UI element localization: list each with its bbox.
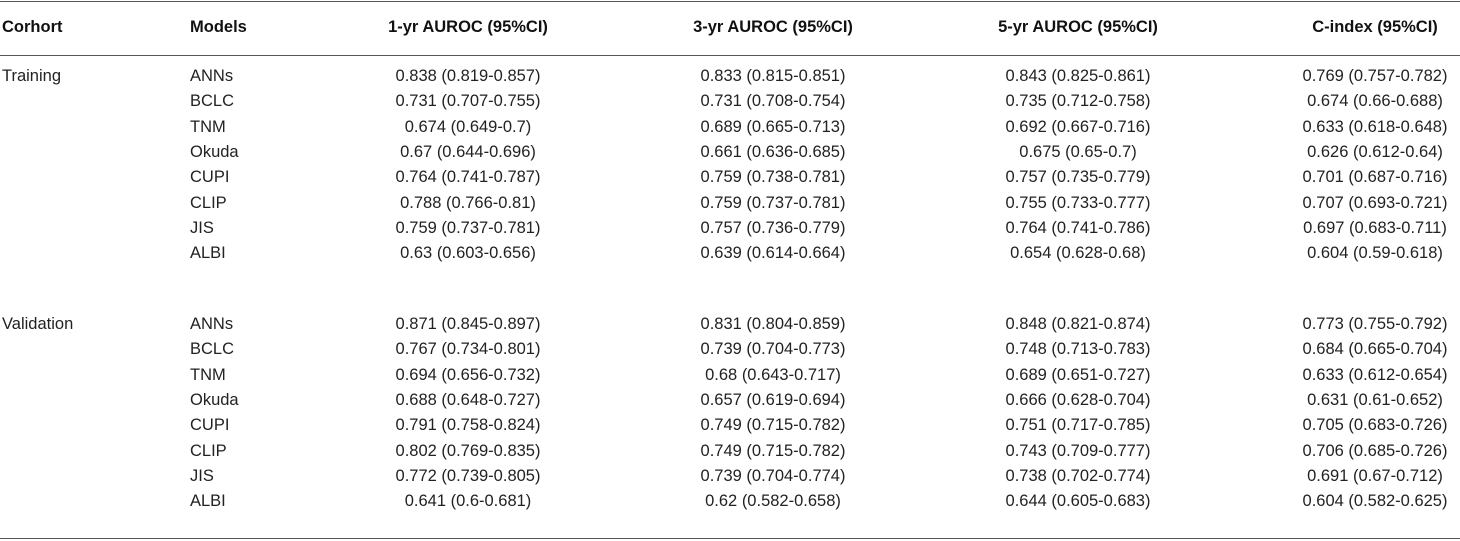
model-name: ANNs: [190, 315, 234, 333]
header-cell: 3-yr AUROC (95%CI): [693, 18, 853, 36]
metric-cell: 0.769 (0.757-0.782): [1302, 67, 1448, 85]
metric-cell: 0.674 (0.66-0.688): [1307, 92, 1443, 111]
metric-cell: 0.661 (0.636-0.685): [700, 142, 846, 161]
metric-cell: 0.748 (0.713-0.783): [1005, 340, 1151, 359]
metric-cell: 0.705 (0.683-0.726): [1302, 416, 1448, 435]
metric-cell: 0.701 (0.687-0.716): [1302, 168, 1448, 187]
model-name: ALBI: [190, 492, 226, 511]
metric-cell: 0.675 (0.65-0.7): [1019, 142, 1137, 161]
metric-cell: 0.833 (0.815-0.851): [700, 67, 846, 85]
metric-cell: 0.707 (0.693-0.721): [1302, 193, 1448, 212]
metric-cell: 0.666 (0.628-0.704): [1005, 390, 1151, 409]
metric-cell: 0.684 (0.665-0.704): [1302, 340, 1448, 359]
metric-cell: 0.735 (0.712-0.758): [1005, 92, 1151, 111]
metric-cell: 0.848 (0.821-0.874): [1005, 315, 1151, 333]
metric-cell: 0.738 (0.702-0.774): [1005, 466, 1151, 485]
header-rule: [0, 55, 1460, 56]
header-cell: Corhort: [2, 18, 63, 36]
model-name: CUPI: [190, 168, 230, 187]
model-name: TNM: [190, 365, 226, 384]
metric-cell: 0.692 (0.667-0.716): [1005, 117, 1151, 136]
model-name: Okuda: [190, 390, 239, 409]
metric-cell: 0.631 (0.61-0.652): [1307, 390, 1443, 409]
metric-cell: 0.755 (0.733-0.777): [1005, 193, 1151, 212]
metric-cell: 0.691 (0.67-0.712): [1307, 466, 1443, 485]
metric-cell: 0.838 (0.819-0.857): [395, 67, 541, 85]
model-name: BCLC: [190, 92, 235, 111]
model-name: ALBI: [190, 244, 226, 263]
metric-cell: 0.626 (0.612-0.64): [1307, 142, 1443, 161]
header-cell: 5-yr AUROC (95%CI): [998, 18, 1158, 36]
metric-cell: 0.654 (0.628-0.68): [1010, 244, 1146, 263]
metric-cell: 0.871 (0.845-0.897): [395, 315, 541, 333]
metric-cell: 0.749 (0.715-0.782): [700, 441, 846, 460]
metric-cell: 0.764 (0.741-0.786): [1005, 218, 1151, 237]
metric-cell: 0.697 (0.683-0.711): [1303, 218, 1447, 237]
metric-cell: 0.773 (0.755-0.792): [1302, 315, 1448, 333]
metric-cell: 0.791 (0.758-0.824): [395, 416, 541, 435]
header-cell: 1-yr AUROC (95%CI): [388, 18, 548, 36]
metric-cell: 0.749 (0.715-0.782): [700, 416, 846, 435]
metric-cell: 0.63 (0.603-0.656): [400, 244, 536, 263]
metric-cell: 0.67 (0.644-0.696): [400, 142, 536, 161]
metric-cell: 0.689 (0.665-0.713): [700, 117, 846, 136]
metric-cell: 0.759 (0.737-0.781): [395, 218, 541, 237]
metric-cell: 0.739 (0.704-0.773): [700, 340, 846, 359]
metric-cell: 0.743 (0.709-0.777): [1005, 441, 1151, 460]
top-rule: [0, 1, 1460, 2]
metric-cell: 0.759 (0.737-0.781): [700, 193, 846, 212]
metric-cell: 0.706 (0.685-0.726): [1302, 441, 1448, 460]
metric-cell: 0.739 (0.704-0.774): [700, 466, 846, 485]
metric-cell: 0.674 (0.649-0.7): [404, 117, 532, 136]
model-name: JIS: [190, 466, 214, 485]
metric-cell: 0.767 (0.734-0.801): [395, 340, 541, 359]
header-cell: Models: [190, 18, 247, 36]
metric-cell: 0.759 (0.738-0.781): [700, 168, 846, 187]
metric-cell: 0.772 (0.739-0.805): [395, 466, 541, 485]
metric-cell: 0.731 (0.707-0.755): [395, 92, 541, 111]
metric-cell: 0.604 (0.582-0.625): [1302, 492, 1448, 511]
cohort-label: Training: [2, 67, 61, 85]
model-name: CUPI: [190, 416, 230, 435]
metric-cell: 0.843 (0.825-0.861): [1005, 67, 1151, 85]
header-cell: C-index (95%CI): [1312, 18, 1438, 36]
metric-cell: 0.633 (0.618-0.648): [1302, 117, 1448, 136]
metric-cell: 0.757 (0.736-0.779): [700, 218, 846, 237]
model-name: ANNs: [190, 67, 234, 85]
metric-cell: 0.757 (0.735-0.779): [1005, 168, 1151, 187]
metric-cell: 0.604 (0.59-0.618): [1307, 244, 1443, 263]
metric-cell: 0.751 (0.717-0.785): [1005, 416, 1151, 435]
model-name: JIS: [190, 218, 214, 237]
metric-cell: 0.802 (0.769-0.835): [395, 441, 541, 460]
model-name: TNM: [190, 117, 226, 136]
metric-cell: 0.731 (0.708-0.754): [700, 92, 846, 111]
cohort-label: Validation: [2, 315, 74, 333]
metric-cell: 0.644 (0.605-0.683): [1005, 492, 1151, 511]
metric-cell: 0.689 (0.651-0.727): [1005, 365, 1151, 384]
metric-cell: 0.68 (0.643-0.717): [705, 365, 841, 384]
metric-cell: 0.633 (0.612-0.654): [1302, 365, 1448, 384]
model-name: BCLC: [190, 340, 235, 359]
metric-cell: 0.657 (0.619-0.694): [700, 390, 846, 409]
model-name: CLIP: [190, 441, 227, 460]
metric-cell: 0.639 (0.614-0.664): [700, 244, 846, 263]
metric-cell: 0.831 (0.804-0.859): [700, 315, 846, 333]
metric-cell: 0.62 (0.582-0.658): [705, 492, 841, 511]
model-name: Okuda: [190, 142, 239, 161]
metric-cell: 0.788 (0.766-0.81): [400, 193, 536, 212]
metric-cell: 0.764 (0.741-0.787): [395, 168, 541, 187]
metric-cell: 0.694 (0.656-0.732): [395, 365, 541, 384]
metric-cell: 0.688 (0.648-0.727): [395, 390, 541, 409]
bottom-rule: [0, 538, 1460, 539]
model-name: CLIP: [190, 193, 227, 212]
metric-cell: 0.641 (0.6-0.681): [404, 492, 532, 511]
